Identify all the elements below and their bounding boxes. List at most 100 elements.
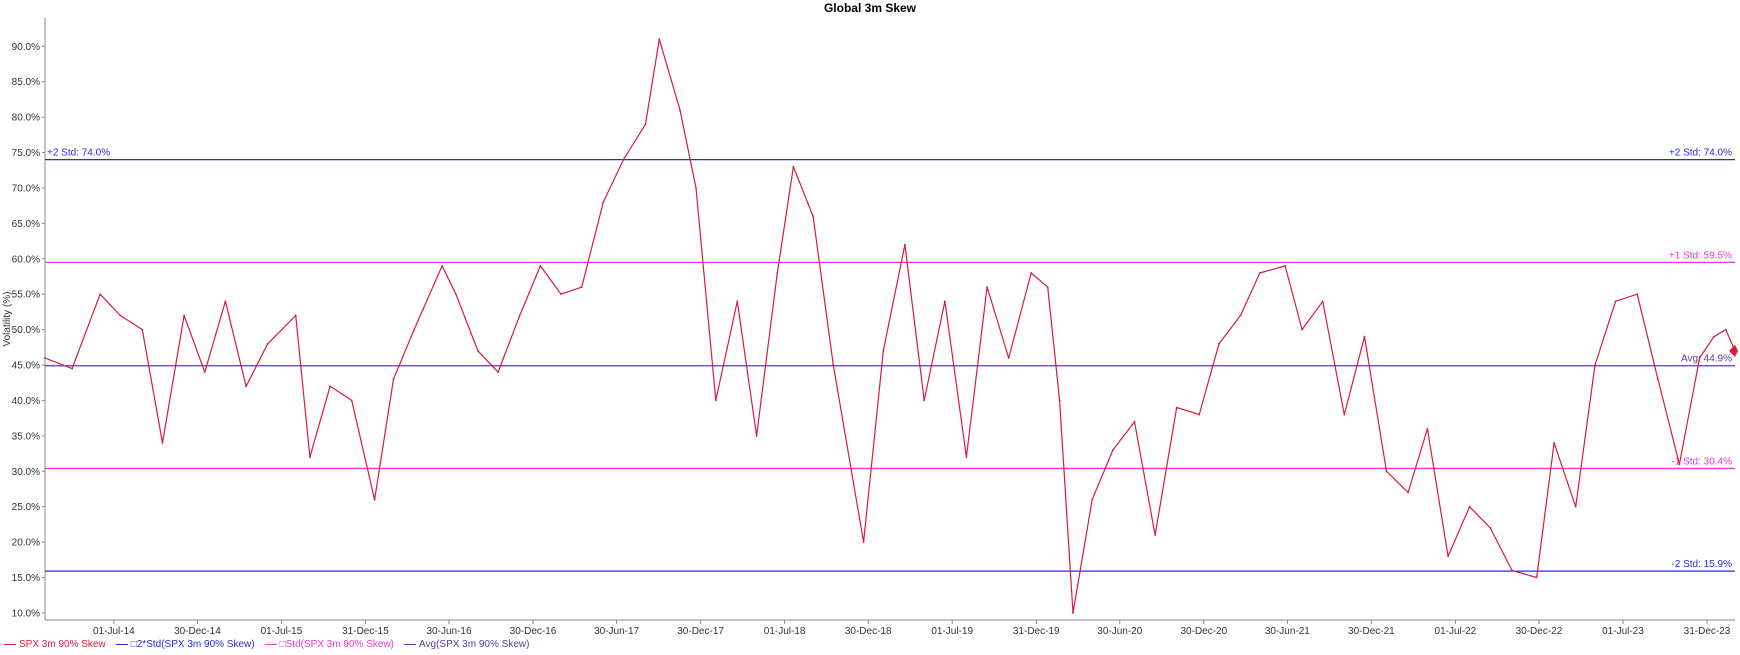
data-point (1301, 328, 1303, 331)
data-point (923, 399, 926, 402)
data-point (602, 201, 605, 204)
x-tick-label: 30-Dec-20 (1180, 626, 1227, 637)
data-point (309, 456, 311, 459)
x-tick-label: 01-Jul-22 (1435, 626, 1477, 637)
legend-item-std: □Std(SPX 3m 90% Skew) (264, 637, 394, 651)
x-tick-label: 30-Dec-17 (677, 626, 724, 637)
x-tick-label: 30-Jun-21 (1265, 626, 1310, 637)
x-tick-label: 30-Dec-16 (510, 626, 557, 637)
data-point (1046, 286, 1049, 289)
x-tick-label: 30-Jun-20 (1097, 626, 1142, 637)
data-point (1218, 342, 1220, 345)
data-point (1258, 272, 1261, 274)
data-point (1154, 534, 1157, 536)
data-point (1447, 555, 1449, 558)
x-tick-label: 01-Jul-19 (931, 626, 973, 637)
data-point (1510, 569, 1513, 572)
data-point (882, 349, 885, 352)
y-tick-label: 10.0% (12, 608, 40, 619)
data-point (1030, 272, 1033, 274)
ref-label-plus2: +2 Std: 74.0% (1669, 148, 1732, 159)
data-point (392, 378, 395, 381)
y-tick-label: 85.0% (12, 77, 40, 88)
x-tick-label: 30-Dec-14 (174, 626, 221, 637)
data-point (1698, 357, 1701, 359)
y-tick-label: 20.0% (12, 538, 40, 549)
ref-label-plus1: +1 Std: 59.5% (1669, 250, 1732, 261)
data-point (71, 367, 73, 370)
data-point (99, 293, 101, 296)
data-point (183, 314, 186, 317)
data-point (350, 399, 353, 402)
y-tick-label: 40.0% (12, 396, 40, 407)
y-tick-label: 15.0% (12, 573, 40, 584)
data-point (1614, 300, 1617, 303)
data-point (1535, 576, 1538, 579)
legend-label: SPX 3m 90% Skew (19, 638, 106, 650)
data-point (329, 385, 332, 388)
data-point (832, 364, 835, 366)
data-point (580, 286, 583, 289)
data-point (1553, 442, 1556, 444)
x-tick-label: 30-Dec-18 (845, 626, 892, 637)
x-tick-label: 01-Jul-23 (1602, 626, 1644, 637)
data-point (477, 349, 479, 352)
data-point (622, 158, 625, 161)
data-point (1724, 328, 1727, 331)
ref-label-plus2-left: +2 Std: 74.0% (47, 148, 110, 159)
data-point (695, 187, 697, 189)
data-point (943, 300, 946, 303)
chart-legend: SPX 3m 90% Skew □2*Std(SPX 3m 90% Skew) … (4, 637, 529, 651)
legend-swatch (4, 643, 16, 645)
data-point (1239, 314, 1242, 317)
data-point (44, 357, 46, 359)
y-tick-label: 35.0% (12, 431, 40, 442)
y-tick-label: 90.0% (12, 42, 40, 53)
data-point (441, 264, 444, 267)
legend-item-2std: □2*Std(SPX 3m 90% Skew) (115, 637, 255, 651)
data-point (1072, 612, 1074, 614)
y-tick-label: 30.0% (12, 467, 40, 478)
data-point (119, 314, 122, 317)
x-tick-label: 01-Jul-18 (764, 626, 806, 637)
data-point (497, 371, 500, 374)
data-point (862, 541, 865, 543)
data-point (1112, 449, 1114, 451)
data-point (1007, 357, 1010, 359)
legend-swatch (115, 643, 128, 645)
y-tick-label: 70.0% (12, 183, 40, 194)
series-line-skew (44, 38, 1736, 614)
data-point (245, 385, 247, 388)
x-tick-label: 30-Dec-21 (1348, 626, 1395, 637)
data-point (1489, 527, 1492, 529)
data-point (965, 456, 968, 459)
data-point (373, 498, 376, 501)
data-point (1363, 335, 1366, 338)
data-point (455, 293, 457, 296)
data-point (224, 300, 227, 303)
data-point (644, 123, 647, 126)
legend-swatch (264, 643, 277, 645)
ref-label-minus2: -2 Std: 15.9% (1671, 559, 1732, 570)
data-point (1426, 427, 1429, 430)
ref-label-minus1: -1 Std: 30.4% (1671, 456, 1732, 467)
x-tick-label: 30-Dec-22 (1516, 626, 1563, 637)
data-point (1091, 498, 1094, 501)
data-point (1656, 378, 1659, 381)
data-point (1133, 420, 1136, 423)
y-tick-label: 25.0% (12, 502, 40, 513)
data-point (1678, 463, 1681, 466)
data-point (518, 314, 521, 317)
data-point (1385, 470, 1388, 473)
y-tick-label: 65.0% (12, 219, 40, 230)
data-point (1636, 293, 1639, 296)
data-point (141, 328, 144, 331)
legend-item-avg: Avg(SPX 3m 90% Skew) (404, 637, 529, 651)
last-value-marker (1729, 344, 1738, 357)
data-point (1712, 335, 1715, 338)
data-point (1175, 406, 1178, 409)
data-point (413, 328, 416, 331)
data-point (776, 272, 779, 274)
data-point (812, 215, 814, 218)
